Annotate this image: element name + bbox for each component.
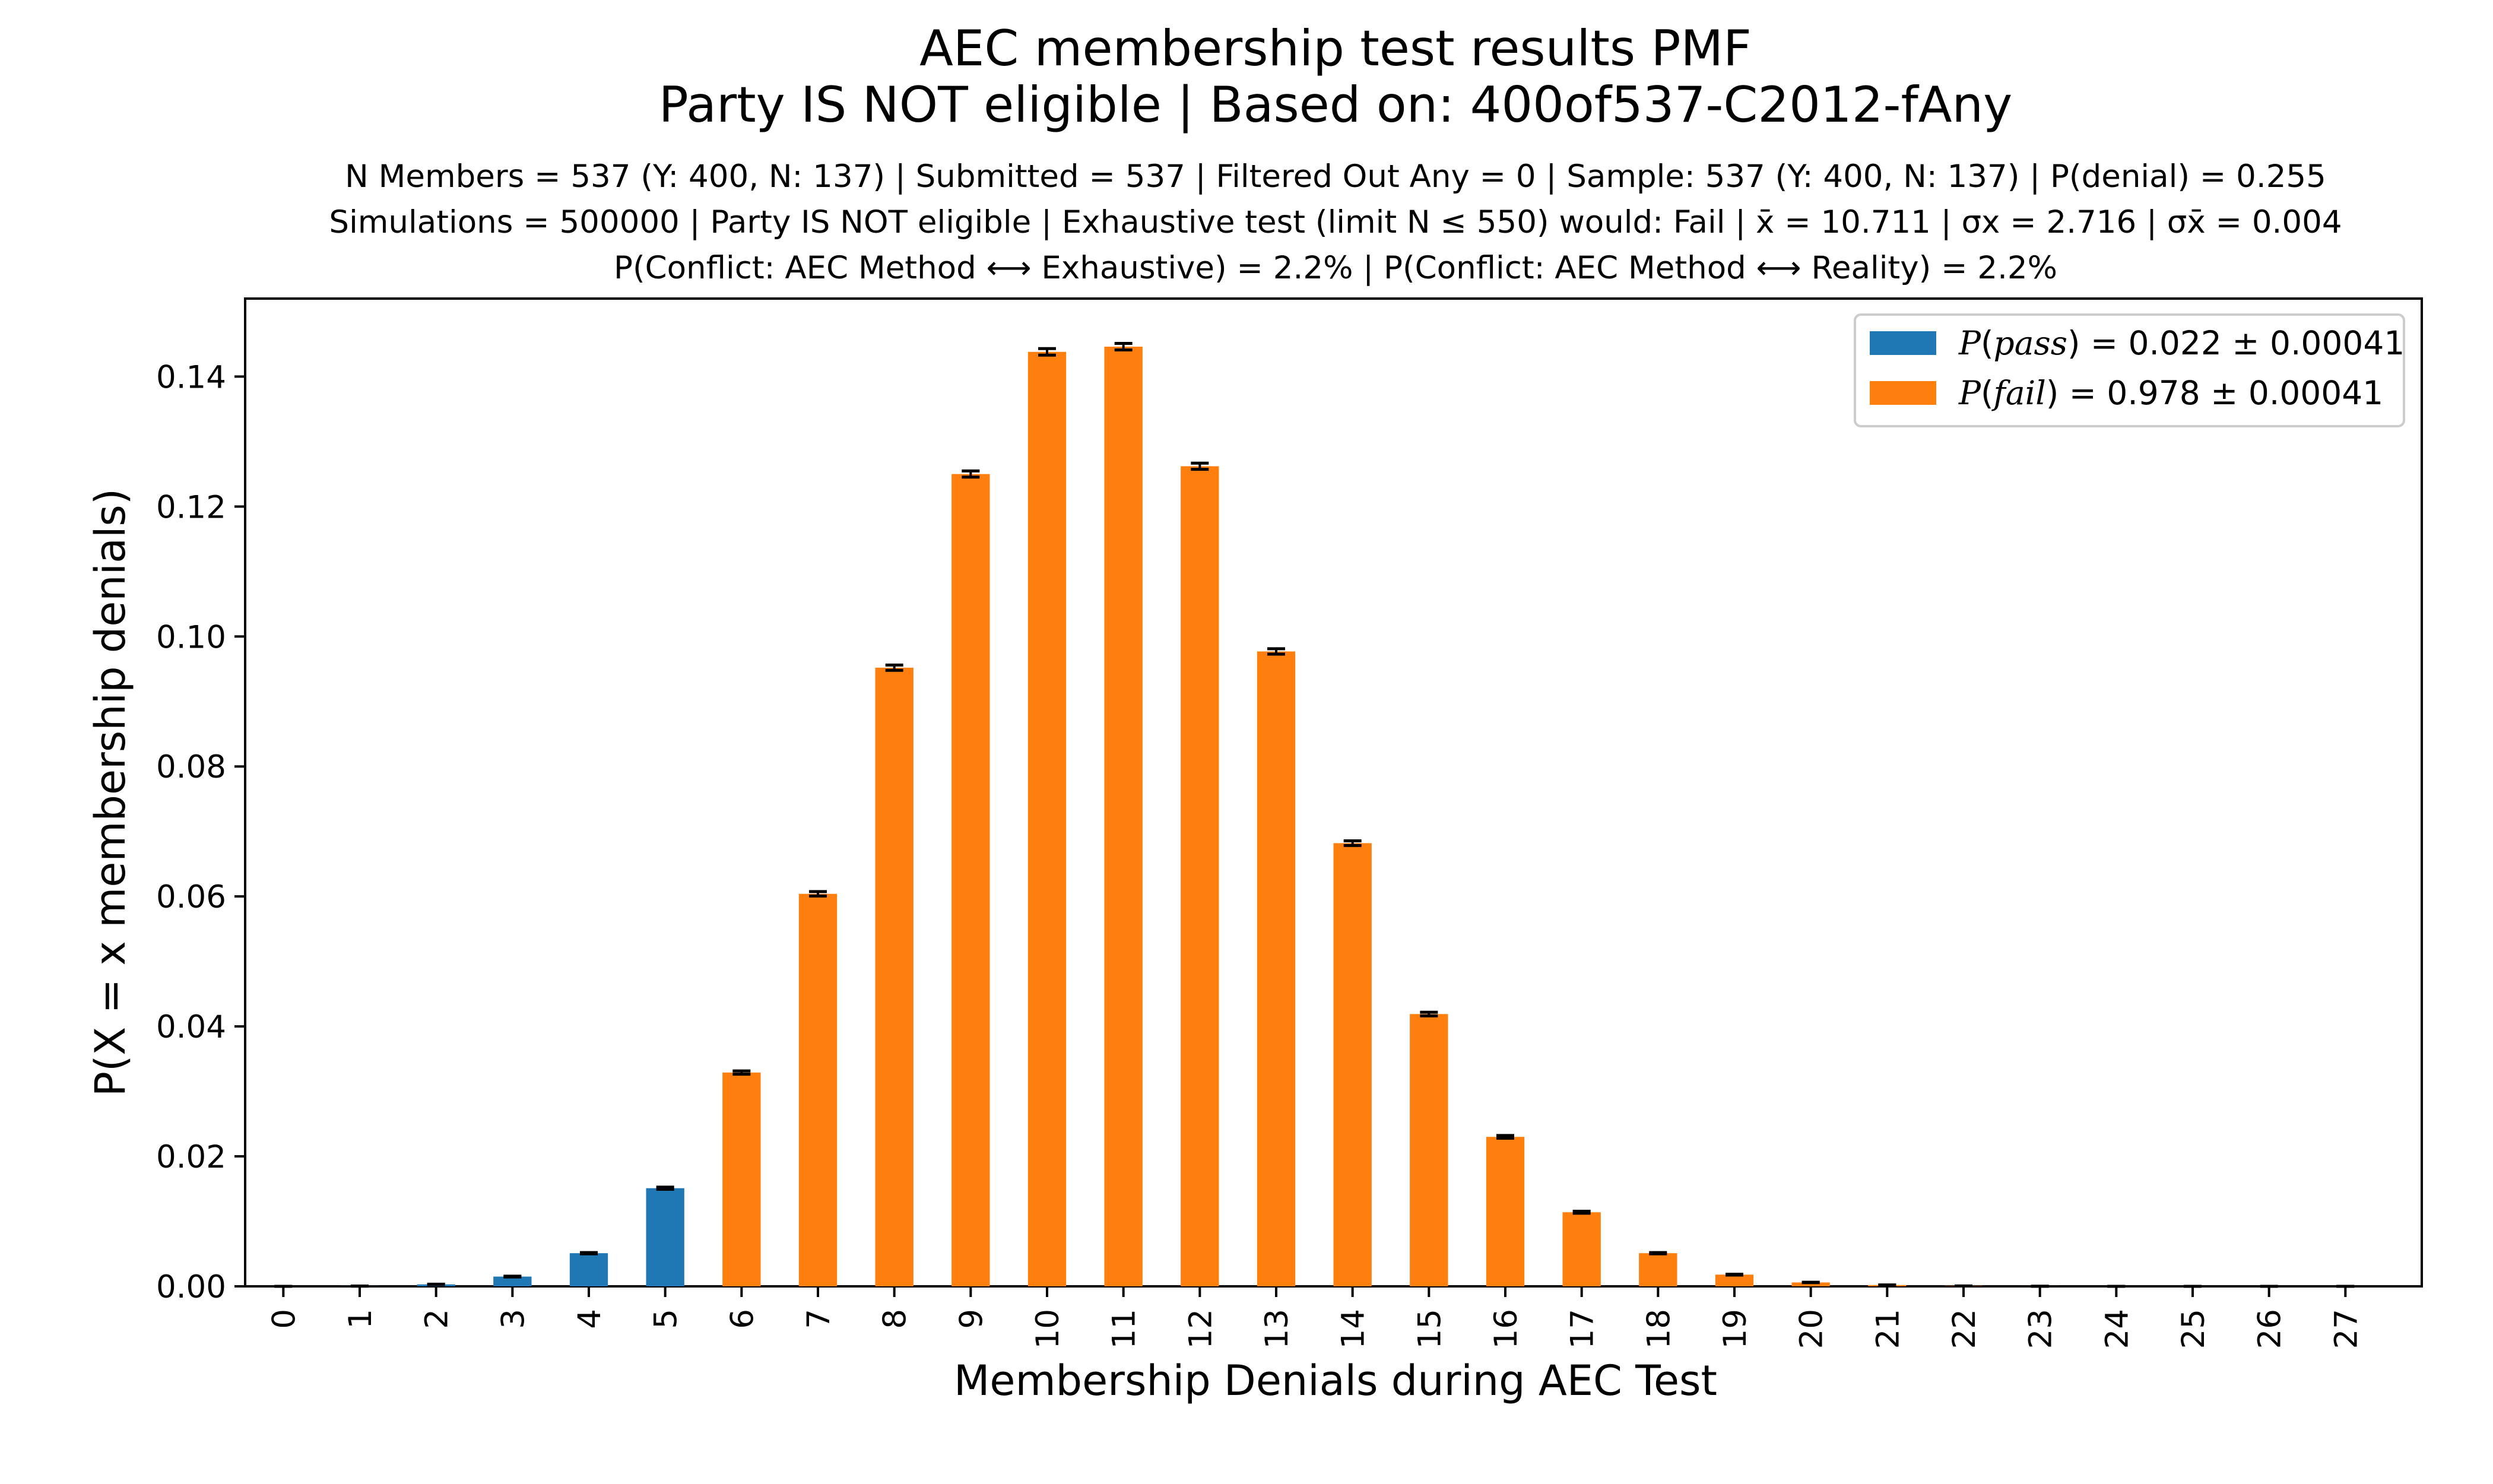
y-tick-label: 0.12 — [156, 489, 226, 525]
bar-5 — [646, 1188, 684, 1286]
y-tick-label: 0.00 — [156, 1269, 226, 1305]
x-tick-label: 3 — [495, 1309, 531, 1329]
y-axis-label: P(X = x membership denials) — [86, 489, 135, 1096]
error-bar-12 — [1191, 461, 1209, 471]
y-tick-label: 0.14 — [156, 359, 226, 395]
legend-swatch-pass — [1870, 331, 1936, 355]
error-bar-11 — [1114, 342, 1133, 351]
bar-19 — [1715, 1274, 1754, 1286]
error-bar-6 — [732, 1069, 751, 1076]
chart-title-line-2: Party IS NOT eligible | Based on: 400of5… — [659, 76, 2012, 134]
error-bar-10 — [1038, 347, 1056, 357]
x-axis-label: Membership Denials during AEC Test — [954, 1356, 1717, 1405]
x-tick-label: 13 — [1259, 1309, 1295, 1349]
x-tick-label: 19 — [1717, 1309, 1753, 1349]
x-tick-label: 12 — [1182, 1309, 1219, 1349]
bar-4 — [569, 1253, 608, 1286]
error-bar-20 — [1801, 1280, 1820, 1285]
y-tick-label: 0.10 — [156, 619, 226, 655]
x-tick-label: 5 — [648, 1309, 684, 1329]
x-tick-label: 23 — [2023, 1309, 2059, 1349]
x-tick-label: 26 — [2252, 1309, 2288, 1349]
bar-18 — [1639, 1253, 1677, 1286]
legend: P(pass) = 0.022 ± 0.00041 P(fail) = 0.978… — [1854, 313, 2405, 427]
bar-12 — [1181, 466, 1219, 1286]
x-tick-label: 2 — [419, 1309, 455, 1329]
error-bar-8 — [885, 663, 903, 672]
legend-frame — [1854, 313, 2405, 427]
x-tick-label: 25 — [2175, 1309, 2212, 1349]
error-bar-4 — [580, 1251, 598, 1255]
legend-label-fail: P(fail) = 0.978 ± 0.00041 — [1958, 374, 2383, 412]
bar-20 — [1791, 1282, 1830, 1286]
bar-15 — [1410, 1014, 1448, 1286]
x-tick-label: 17 — [1565, 1309, 1601, 1349]
x-tick-label: 21 — [1870, 1309, 1906, 1349]
bar-13 — [1257, 651, 1296, 1286]
subtitle-line-1: N Members = 537 (Y: 400, N: 137) | Submi… — [345, 158, 2326, 195]
x-tick-label: 10 — [1030, 1309, 1066, 1349]
chart-title: AEC membership test results PMF Party IS… — [659, 20, 2012, 134]
error-bar-14 — [1343, 839, 1362, 847]
x-tick-label: 24 — [2099, 1309, 2135, 1349]
x-tick-label: 14 — [1336, 1309, 1372, 1349]
error-bar-5 — [656, 1185, 674, 1191]
error-bar-18 — [1649, 1251, 1667, 1255]
x-tick-label: 6 — [724, 1309, 760, 1329]
x-tick-label: 9 — [953, 1309, 989, 1329]
bar-14 — [1333, 843, 1372, 1286]
x-tick-label: 27 — [2328, 1309, 2364, 1349]
x-tick-label: 16 — [1488, 1309, 1524, 1349]
legend-swatch-fail — [1870, 381, 1936, 405]
bar-3 — [493, 1276, 532, 1286]
x-tick-label: 7 — [801, 1309, 837, 1329]
x-tick-label: 18 — [1641, 1309, 1677, 1349]
subtitle-line-3: P(Conflict: AEC Method ⟷ Exhaustive) = 2… — [614, 250, 2057, 286]
error-bar-9 — [962, 469, 980, 479]
x-tick-label: 20 — [1794, 1309, 1830, 1349]
bar-17 — [1562, 1212, 1601, 1286]
bar-10 — [1027, 351, 1067, 1286]
bar-9 — [951, 474, 990, 1287]
error-bar-16 — [1496, 1134, 1514, 1140]
legend-label-pass: P(pass) = 0.022 ± 0.00041 — [1958, 324, 2405, 362]
bar-16 — [1486, 1137, 1525, 1286]
y-axis: 0.00 0.02 0.04 0.06 0.08 0.10 0.12 0.14 — [156, 359, 245, 1305]
error-bar-3 — [503, 1274, 522, 1279]
bar-7 — [798, 893, 838, 1286]
x-tick-label: 4 — [572, 1309, 608, 1329]
y-tick-label: 0.04 — [156, 1009, 226, 1045]
bars — [340, 347, 2059, 1287]
error-bar-13 — [1267, 647, 1285, 656]
bar-8 — [875, 667, 914, 1286]
y-tick-label: 0.08 — [156, 749, 226, 785]
x-tick-label: 15 — [1412, 1309, 1448, 1349]
error-bar-15 — [1420, 1010, 1438, 1017]
error-bar-7 — [809, 890, 827, 898]
error-bar-19 — [1726, 1273, 1743, 1277]
x-tick-label: 8 — [877, 1309, 914, 1329]
bar-11 — [1104, 347, 1143, 1286]
y-tick-label: 0.06 — [156, 879, 226, 915]
error-bars — [274, 342, 2355, 1288]
x-tick-label: 11 — [1106, 1309, 1143, 1349]
chart-title-line-1: AEC membership test results PMF — [919, 20, 1752, 77]
x-axis: 0 1 2 3 4 5 6 7 8 9 10 11 12 13 14 15 16 17 18 19 20 21 22 23 24… — [266, 1286, 2364, 1349]
error-bar-17 — [1572, 1210, 1591, 1215]
subtitle-line-2: Simulations = 500000 | Party IS NOT elig… — [329, 204, 2342, 240]
bar-6 — [722, 1072, 761, 1286]
x-tick-label: 22 — [1946, 1309, 1983, 1349]
error-bar-2 — [427, 1282, 445, 1286]
chart-subtitle: N Members = 537 (Y: 400, N: 137) | Submi… — [329, 158, 2342, 286]
y-tick-label: 0.02 — [156, 1139, 226, 1175]
x-tick-label: 1 — [342, 1309, 379, 1329]
x-tick-label: 0 — [266, 1309, 302, 1329]
